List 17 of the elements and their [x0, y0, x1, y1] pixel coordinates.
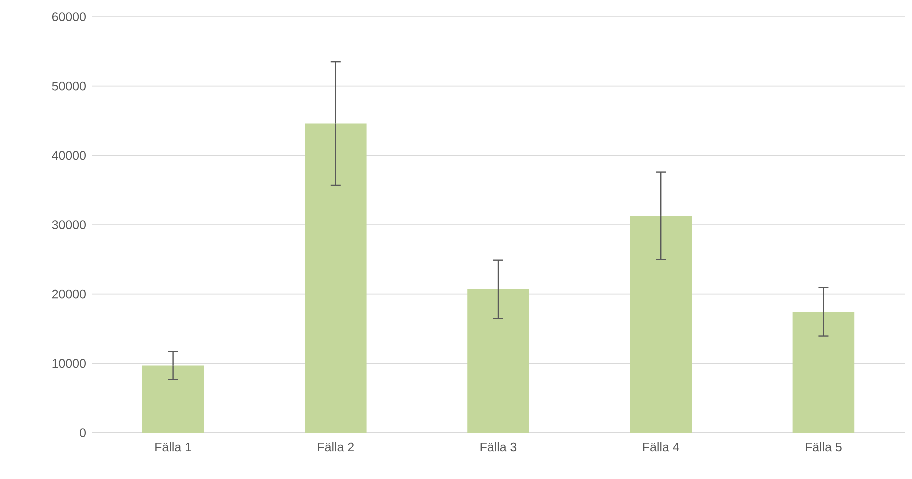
bar — [792, 312, 855, 433]
bar — [305, 124, 367, 433]
bar — [468, 289, 530, 433]
x-tick-label: Fälla 3 — [480, 442, 517, 452]
y-tick-label: 40000 — [52, 151, 86, 160]
bar — [630, 216, 692, 433]
bar — [142, 366, 204, 433]
x-tick-label: Fälla 2 — [318, 442, 354, 452]
y-tick-label: 60000 — [52, 12, 86, 22]
y-tick-label: 10000 — [52, 359, 86, 368]
y-tick-label: 0 — [80, 428, 86, 438]
y-tick-label: 30000 — [52, 220, 86, 230]
x-tick-label: Fälla 4 — [643, 442, 680, 452]
x-tick-label: Fälla 1 — [156, 442, 192, 452]
x-tick-label: Fälla 5 — [806, 442, 842, 452]
y-tick-label: 50000 — [52, 82, 86, 91]
y-tick-label: 20000 — [52, 290, 86, 299]
